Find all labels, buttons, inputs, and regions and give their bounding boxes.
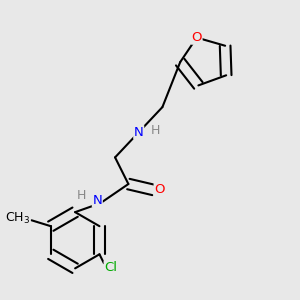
Text: N: N (92, 194, 102, 207)
Text: H: H (76, 189, 86, 203)
Text: N: N (134, 126, 144, 139)
Text: O: O (154, 183, 165, 196)
Text: CH$_3$: CH$_3$ (5, 211, 30, 226)
Text: O: O (191, 31, 202, 44)
Text: Cl: Cl (104, 261, 117, 274)
Text: H: H (150, 124, 160, 137)
